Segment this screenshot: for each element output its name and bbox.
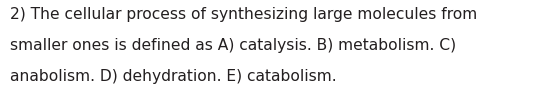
Text: anabolism. D) dehydration. E) catabolism.: anabolism. D) dehydration. E) catabolism…	[10, 69, 336, 84]
Text: smaller ones is defined as A) catalysis. B) metabolism. C): smaller ones is defined as A) catalysis.…	[10, 38, 456, 53]
Text: 2) The cellular process of synthesizing large molecules from: 2) The cellular process of synthesizing …	[10, 7, 477, 22]
